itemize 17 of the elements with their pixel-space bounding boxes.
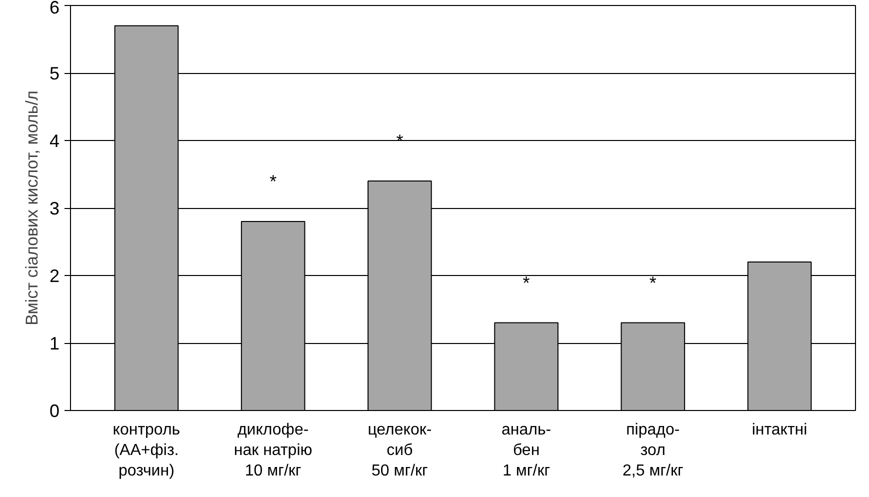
y-tick-label: 1 [49,334,60,354]
x-tick-label: диклофе- нак натрію 10 мг/кг [234,422,312,480]
y-tick-label: 2 [49,266,60,286]
y-tick-label: 5 [49,64,60,84]
annotation: * [649,272,656,293]
x-tick-label: контроль (АА+фіз. розчин) [112,422,180,480]
y-tick-label: 6 [49,0,60,18]
y-tick-label: 4 [49,131,60,151]
annotation: * [522,272,530,293]
y-tick-label: 3 [49,198,60,218]
annotation: * [270,172,277,192]
x-tick-label: пірадо- зол 2,5 мг/кг [622,422,684,480]
x-tick-label: целекок- сиб 50 мг/кг [368,422,432,480]
x-tick-label: аналь- бен 1 мг/кг [501,422,552,480]
x-tick-label: інтактні [752,422,808,438]
y-axis-title: Вміст сіалових кислот, моль/л [22,90,42,326]
y-tick-label: 0 [49,401,60,421]
